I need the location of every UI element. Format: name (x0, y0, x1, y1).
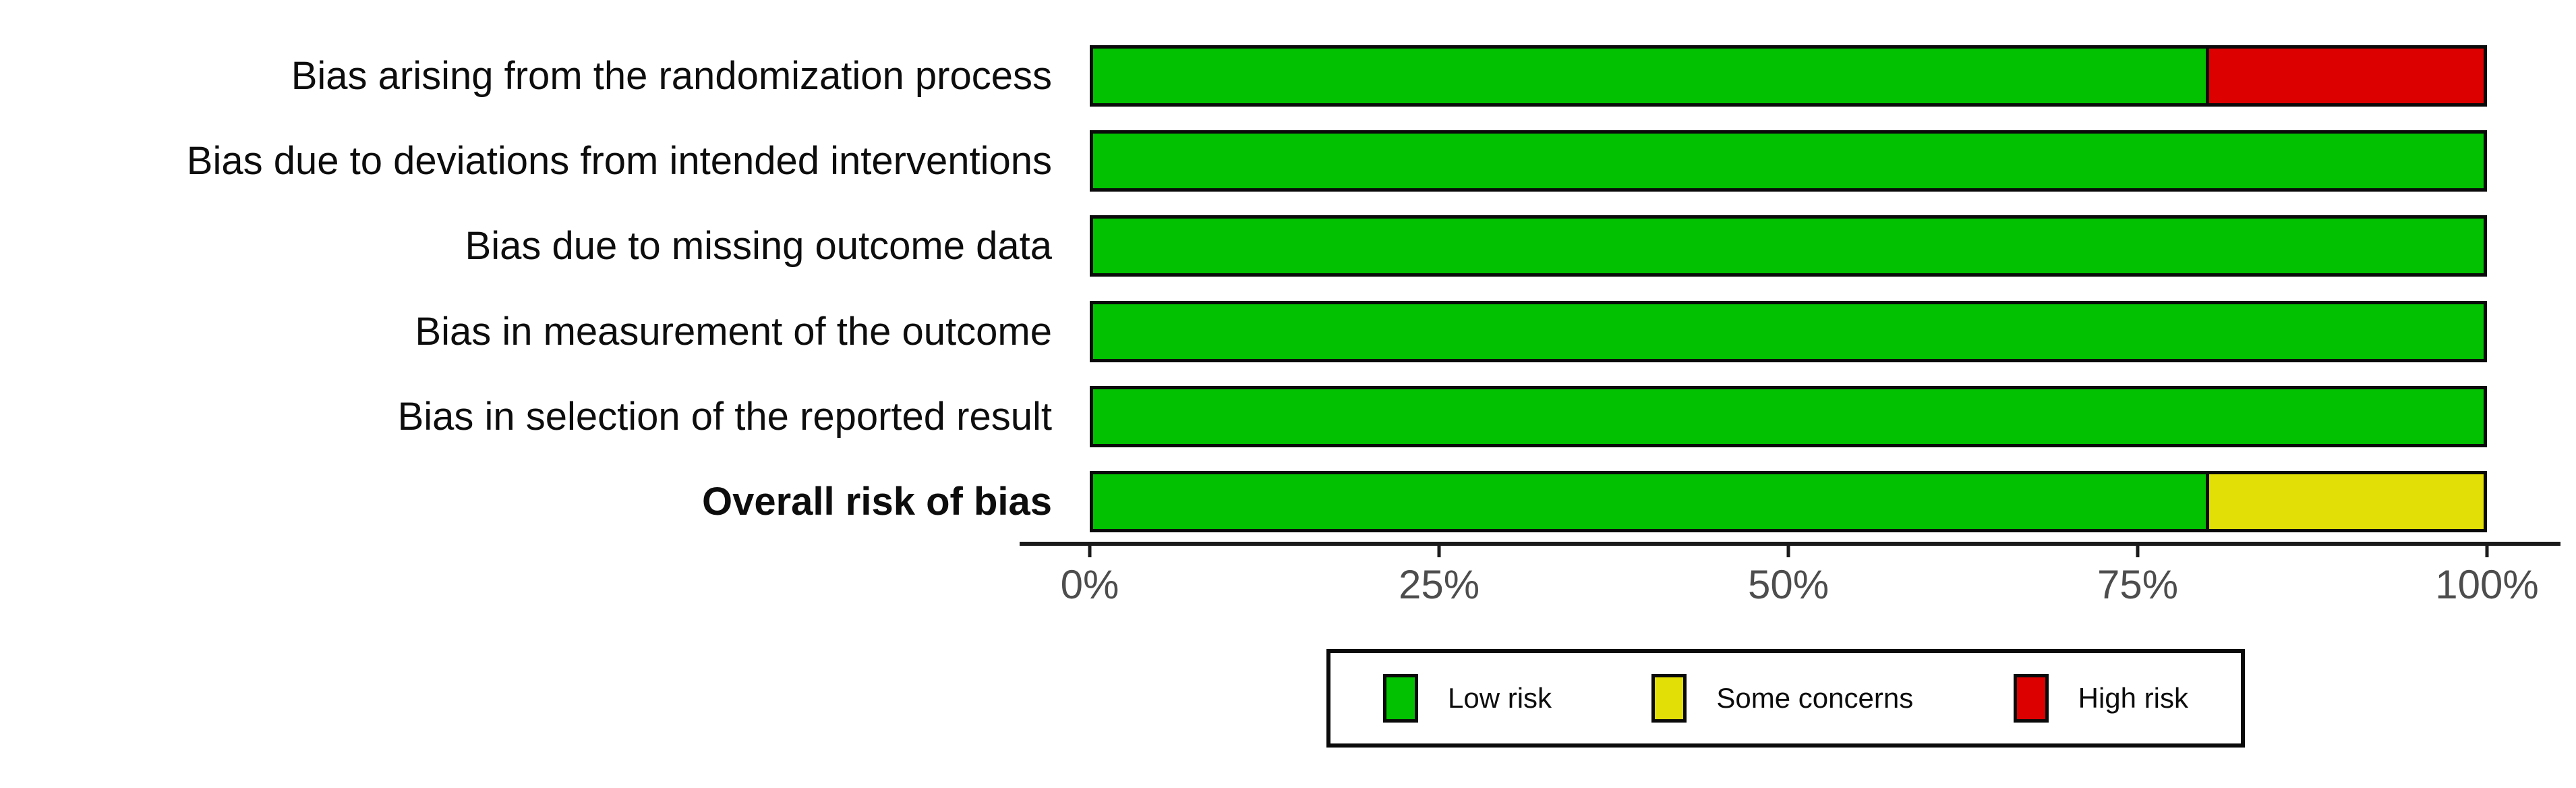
legend-label: Low risk (1448, 682, 1552, 714)
legend-item: High risk (2013, 674, 2188, 723)
legend: Low risk Some concerns High risk (1326, 649, 2245, 748)
legend-swatch-high-risk-icon (2013, 674, 2049, 723)
x-axis-line (1020, 542, 2560, 546)
legend-item: Low risk (1383, 674, 1552, 723)
bar-segment-low-risk (1093, 389, 2484, 444)
bar-segment-high-risk (2205, 49, 2484, 103)
domain-label: Bias due to missing outcome data (465, 224, 1052, 268)
x-axis-tick (2136, 546, 2140, 557)
bar-segment-low-risk (1093, 49, 2206, 103)
legend-swatch-some-concerns-icon (1651, 674, 1687, 723)
x-axis-tick (1437, 546, 1441, 557)
stacked-bar (1090, 130, 2487, 192)
bar-segment-some-concerns (2205, 474, 2484, 529)
legend-item: Some concerns (1651, 674, 1913, 723)
x-axis-tick-label: 100% (2435, 562, 2539, 607)
x-axis-tick (1088, 546, 1092, 557)
domain-label: Overall risk of bias (701, 480, 1052, 524)
stacked-bar (1090, 301, 2487, 362)
legend-label: Some concerns (1716, 682, 1914, 714)
legend-swatch-low-risk-icon (1383, 674, 1418, 723)
x-axis-tick-label: 25% (1398, 562, 1480, 607)
domain-label: Bias arising from the randomization proc… (291, 54, 1052, 98)
stacked-bar (1090, 45, 2487, 107)
stacked-bar (1090, 386, 2487, 447)
x-axis-tick (2485, 546, 2489, 557)
bar-segment-low-risk (1093, 134, 2484, 188)
x-axis-tick-label: 0% (1060, 562, 1119, 607)
x-axis-tick (1786, 546, 1790, 557)
domain-label: Bias in selection of the reported result (397, 395, 1052, 439)
x-axis-tick-label: 50% (1747, 562, 1829, 607)
stacked-bar (1090, 471, 2487, 532)
bar-segment-low-risk (1093, 474, 2206, 529)
stacked-bar (1090, 215, 2487, 277)
bar-segment-low-risk (1093, 219, 2484, 273)
bar-segment-low-risk (1093, 304, 2484, 359)
domain-label: Bias due to deviations from intended int… (186, 139, 1052, 183)
domain-label: Bias in measurement of the outcome (415, 310, 1052, 354)
legend-label: High risk (2078, 682, 2188, 714)
x-axis-tick-label: 75% (2097, 562, 2179, 607)
